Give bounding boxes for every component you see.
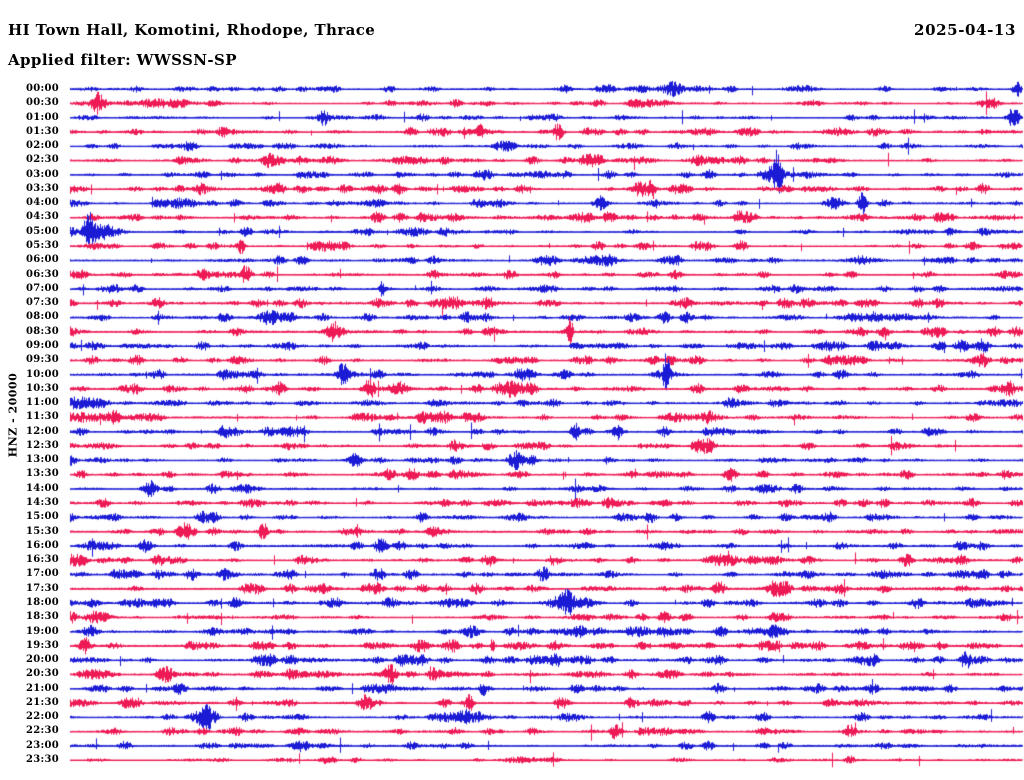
helicorder-canvas <box>0 0 1024 780</box>
helicorder-page: HI Town Hall, Komotini, Rhodope, Thrace … <box>0 0 1024 780</box>
